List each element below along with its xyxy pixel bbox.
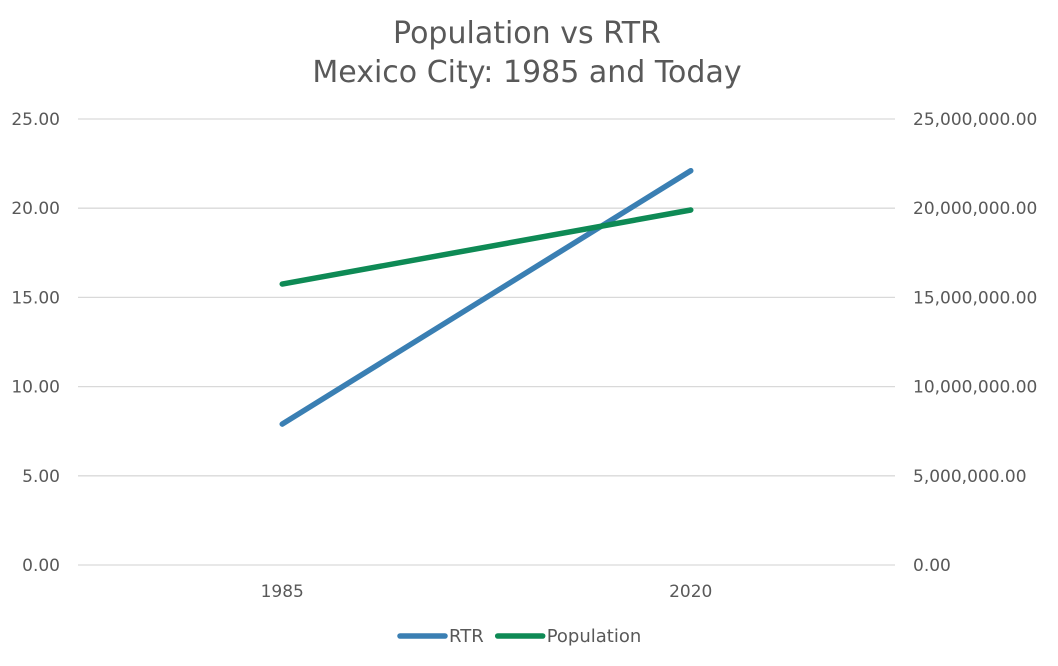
chart-title: Population vs RTR bbox=[393, 16, 661, 51]
right-tick-label: 0.00 bbox=[913, 556, 951, 576]
right-tick-label: 20,000,000.00 bbox=[913, 199, 1037, 219]
gridlines bbox=[78, 118, 895, 566]
chart-subtitle: Mexico City: 1985 and Today bbox=[312, 55, 741, 90]
series-lines bbox=[279, 167, 694, 427]
legend-label-population: Population bbox=[547, 626, 642, 647]
left-tick-label: 10.00 bbox=[11, 378, 60, 398]
right-axis: 0.00 5,000,000.00 10,000,000.00 15,000,000.… bbox=[913, 110, 1037, 576]
left-tick-label: 5.00 bbox=[22, 467, 60, 487]
left-tick-label: 0.00 bbox=[22, 556, 60, 576]
right-tick-label: 25,000,000.00 bbox=[913, 110, 1037, 130]
series-line-rtr bbox=[279, 167, 694, 427]
legend: RTR Population bbox=[397, 626, 642, 647]
right-tick-label: 5,000,000.00 bbox=[913, 467, 1027, 487]
x-tick-label: 2020 bbox=[669, 582, 712, 602]
left-tick-label: 15.00 bbox=[11, 288, 60, 308]
series-line-population bbox=[279, 207, 694, 287]
left-tick-label: 25.00 bbox=[11, 110, 60, 130]
left-tick-label: 20.00 bbox=[11, 199, 60, 219]
x-axis: 1985 2020 bbox=[261, 582, 713, 602]
legend-label-rtr: RTR bbox=[449, 626, 484, 647]
left-axis: 0.00 5.00 10.00 15.00 20.00 25.00 bbox=[11, 110, 60, 576]
right-tick-label: 15,000,000.00 bbox=[913, 288, 1037, 308]
x-tick-label: 1985 bbox=[261, 582, 304, 602]
right-tick-label: 10,000,000.00 bbox=[913, 378, 1037, 398]
